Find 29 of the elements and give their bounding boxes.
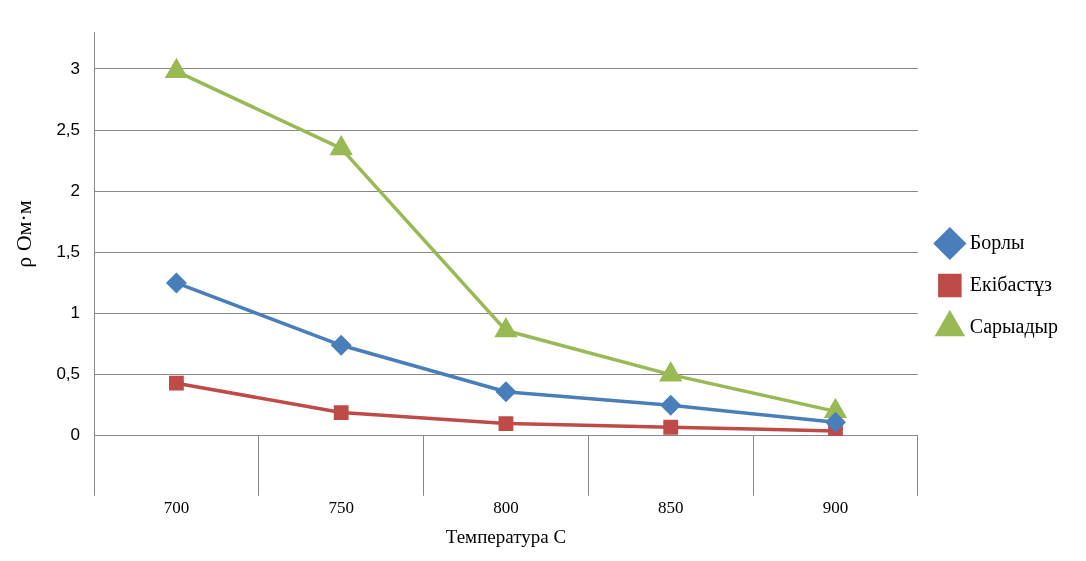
x-tick-label: 800 xyxy=(493,498,519,518)
x-tick-label: 750 xyxy=(328,498,354,518)
point xyxy=(663,419,679,435)
legend-label: Сарыадыр xyxy=(969,314,1059,338)
x-axis-title: Температура С xyxy=(445,525,567,547)
point xyxy=(164,57,187,79)
point xyxy=(333,405,349,420)
point xyxy=(496,382,516,402)
x-tick-label: 900 xyxy=(822,498,849,518)
y-tick-label: 0 xyxy=(70,425,81,445)
y-tick-label: 1,5 xyxy=(56,242,81,262)
x-tick-label: 850 xyxy=(657,498,684,518)
point xyxy=(660,395,681,415)
point xyxy=(825,412,846,433)
point xyxy=(331,335,351,356)
point xyxy=(498,416,514,431)
point xyxy=(495,318,517,338)
y-tick-label: 2 xyxy=(70,180,81,200)
y-tick-label: 0,5 xyxy=(56,364,81,384)
y-tick-label: 3 xyxy=(70,58,81,78)
point xyxy=(166,273,187,293)
point xyxy=(330,136,352,156)
y-axis-title: ρ Ом·м xyxy=(10,200,36,268)
y-tick-label: 2,5 xyxy=(56,119,81,139)
legend-label: Екібастұз xyxy=(969,272,1053,296)
y-tick-label: 1 xyxy=(70,303,81,323)
legend-label: Борлы xyxy=(969,230,1025,254)
x-tick-label: 700 xyxy=(163,498,190,518)
point xyxy=(169,375,184,391)
